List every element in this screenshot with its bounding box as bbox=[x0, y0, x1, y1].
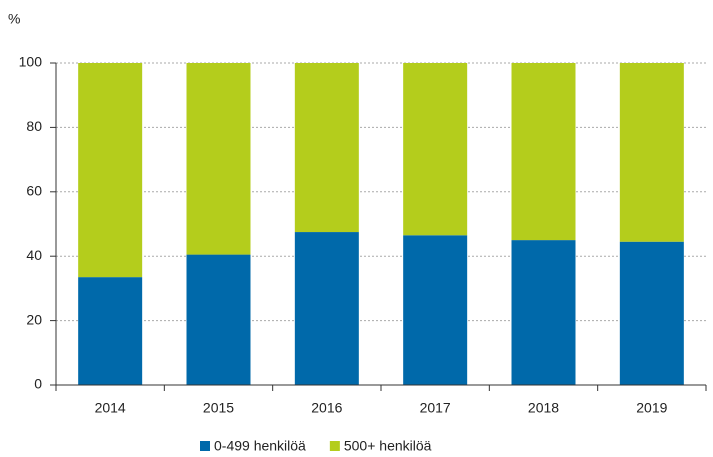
x-tick-label: 2015 bbox=[203, 400, 234, 416]
bar-segment bbox=[294, 63, 359, 233]
bar-segment bbox=[511, 240, 576, 385]
y-tick-label: 60 bbox=[26, 183, 42, 199]
bar-segment bbox=[186, 254, 251, 385]
y-tick-label: 100 bbox=[19, 54, 43, 70]
bar-segment bbox=[511, 63, 576, 241]
bar-segment bbox=[186, 63, 251, 255]
y-tick-label: 40 bbox=[26, 247, 42, 263]
bar-segment bbox=[619, 241, 684, 385]
y-axis-label: % bbox=[8, 11, 20, 27]
bar-segment bbox=[294, 232, 359, 385]
bar-segment bbox=[619, 63, 684, 242]
y-tick-label: 80 bbox=[26, 118, 42, 134]
y-tick-label: 20 bbox=[26, 311, 42, 327]
x-tick-label: 2018 bbox=[528, 400, 559, 416]
bar-segment bbox=[78, 63, 143, 278]
bar-segment bbox=[403, 235, 468, 385]
legend-swatch bbox=[329, 441, 340, 451]
bar-segment bbox=[78, 277, 143, 385]
y-tick-label: 0 bbox=[34, 376, 42, 392]
x-tick-label: 2019 bbox=[636, 400, 667, 416]
legend-swatch bbox=[200, 441, 210, 451]
x-tick-label: 2016 bbox=[311, 400, 342, 416]
legend-label: 500+ henkilöä bbox=[344, 438, 432, 454]
x-tick-label: 2017 bbox=[420, 400, 451, 416]
legend-label: 0-499 henkilöä bbox=[214, 438, 306, 454]
x-tick-label: 2014 bbox=[95, 400, 126, 416]
bar-segment bbox=[403, 63, 468, 236]
